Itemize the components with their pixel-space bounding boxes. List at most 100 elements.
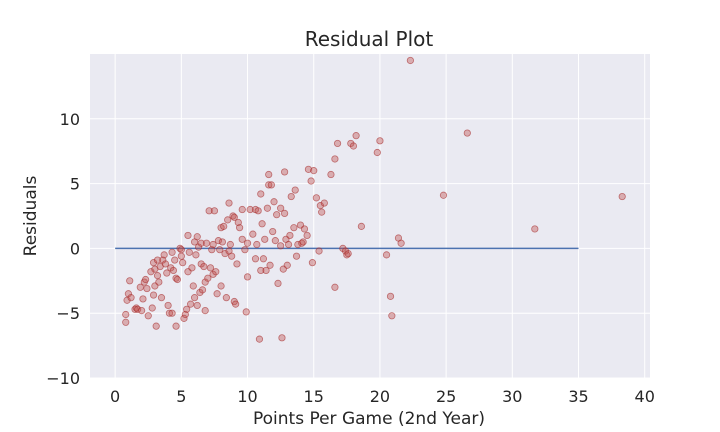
residual-point (205, 207, 213, 215)
residual-point (230, 213, 238, 221)
residual-point (209, 240, 217, 249)
residual-point (197, 239, 205, 247)
residual-point (192, 251, 200, 259)
residual-point (261, 235, 269, 243)
residual-point (291, 186, 299, 194)
residual-point (251, 255, 260, 263)
residual-point (152, 322, 160, 330)
residual-point (265, 170, 273, 179)
residual-point (243, 239, 252, 247)
residual-point (254, 207, 262, 215)
x-tick-label: 20 (370, 387, 390, 406)
residual-point (382, 251, 391, 259)
residual-point (220, 222, 228, 230)
residual-point (213, 290, 221, 298)
residual-point (138, 307, 146, 315)
residual-point (262, 266, 270, 275)
residual-point (177, 246, 185, 254)
y-tick-label: 0 (70, 239, 80, 258)
residual-point (339, 244, 347, 252)
residual-point (124, 290, 132, 298)
residual-point (312, 194, 320, 202)
data-points (122, 56, 626, 343)
residual-point (303, 231, 311, 240)
residual-point (266, 261, 274, 269)
residual-point (193, 301, 201, 310)
y-tick-label: 5 (70, 175, 80, 194)
residual-point (463, 129, 471, 137)
residual-point (201, 307, 209, 315)
residual-point (257, 190, 265, 198)
residual-point (173, 275, 181, 284)
residual-point (189, 282, 197, 290)
residual-point (122, 310, 130, 319)
residual-point (217, 282, 225, 290)
residual-point (224, 216, 232, 224)
residual-point (274, 279, 282, 287)
residual-point (241, 246, 249, 254)
residual-point (171, 256, 179, 264)
residual-point (226, 240, 234, 249)
x-tick-label: 25 (436, 387, 456, 406)
residual-point (286, 231, 294, 240)
residual-point (310, 167, 318, 175)
residual-point (347, 139, 355, 148)
residual-point (212, 268, 220, 276)
residual-point (281, 168, 289, 176)
residual-point (144, 312, 152, 320)
residual-point (122, 318, 130, 326)
residual-point (232, 300, 240, 308)
x-tick-label: 5 (176, 387, 186, 406)
residual-point (299, 238, 307, 246)
x-tick-label: 40 (635, 387, 655, 406)
residual-point (184, 231, 192, 240)
residual-point (233, 260, 241, 268)
residual-point (292, 252, 301, 260)
residual-point (221, 249, 229, 258)
residual-point (308, 259, 317, 267)
residual-point (202, 239, 211, 247)
residual-point (307, 177, 315, 185)
residual-point (197, 260, 205, 268)
residual-point (177, 252, 185, 260)
residual-point (283, 261, 291, 269)
residual-point (315, 247, 323, 255)
residual-point (136, 283, 144, 291)
residual-point (194, 243, 203, 251)
residual-point (277, 242, 285, 250)
residual-point (188, 264, 196, 272)
residual-point (228, 252, 236, 260)
residual-point (238, 205, 246, 214)
residual-point (255, 335, 264, 343)
plot-area (90, 54, 650, 378)
residual-point (190, 294, 199, 302)
residual-point (183, 305, 191, 313)
residual-point (157, 294, 166, 302)
residual-point (147, 268, 155, 276)
residual-point (193, 233, 201, 241)
residual-point (318, 208, 326, 216)
residual-point (331, 155, 339, 163)
x-tick-label: 35 (568, 387, 588, 406)
residual-point (163, 269, 171, 277)
residual-point (164, 301, 172, 310)
residual-point (259, 255, 268, 263)
residual-point (397, 239, 405, 247)
residual-point (187, 300, 195, 308)
residual-point (257, 266, 265, 275)
residual-point (153, 272, 162, 280)
residual-point (127, 294, 135, 302)
residual-point (168, 248, 176, 256)
y-tick-label: −10 (46, 369, 80, 388)
x-tick-label: 0 (110, 387, 120, 406)
residual-point (153, 256, 162, 264)
y-tick-label: 10 (60, 110, 80, 129)
residual-point (242, 308, 250, 316)
residual-point (406, 56, 414, 65)
y-tick-label: −5 (56, 304, 80, 323)
residual-point (273, 211, 281, 219)
residual-point (185, 248, 193, 256)
y-tick-labels: −10 −5 0 5 10 (46, 110, 80, 388)
residual-point (172, 322, 180, 330)
